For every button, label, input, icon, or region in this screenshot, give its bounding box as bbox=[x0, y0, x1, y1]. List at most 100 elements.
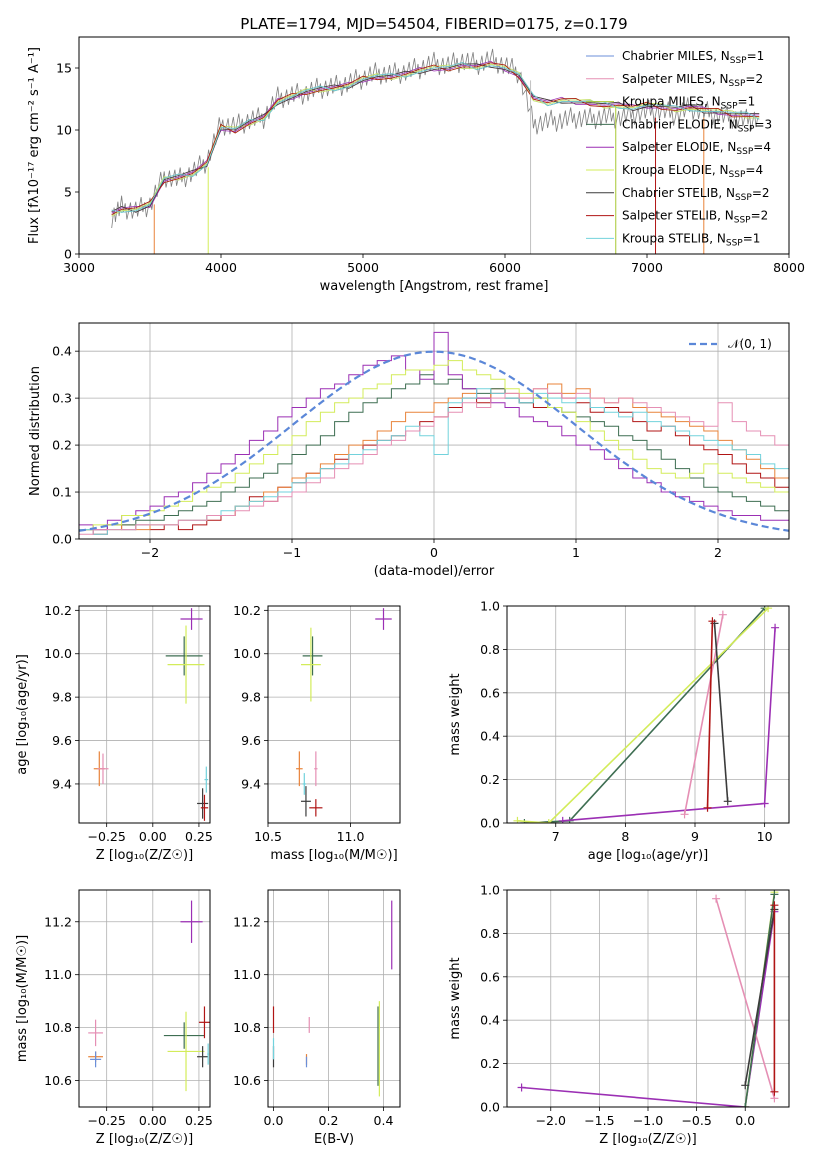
tick-label-x: 7000 bbox=[631, 260, 663, 275]
legend-nssp-value: =1 bbox=[743, 231, 761, 245]
legend-subscript: SSP bbox=[729, 170, 746, 180]
tick-label-y: 9.8 bbox=[52, 690, 72, 705]
axes-frame bbox=[506, 605, 790, 824]
tick-label-y: 10.0 bbox=[233, 646, 261, 661]
tick-label-y: 0.0 bbox=[480, 816, 500, 831]
x-axis-label: Z [log₁₀(Z/Z☉)] bbox=[599, 1132, 696, 1147]
y-axis-label: mass weight bbox=[448, 957, 463, 1039]
mass-weight-marker bbox=[544, 819, 553, 823]
legend-nssp-value: =2 bbox=[752, 186, 770, 200]
gaussian-legend-label: 𝒩(0, 1) bbox=[728, 337, 772, 351]
chart-age-vs-mass: 10.5 11.0 9.4 9.6 9.8 10.0 10.2 mass [log₁₀(M/M… bbox=[233, 603, 401, 863]
mass-weight-marker bbox=[770, 890, 779, 899]
chart-age-vs-Z: −0.25 0.00 0.25 9.4 9.6 9.8 10.0 10.2 Z [log₁₀(Z… bbox=[15, 603, 213, 863]
legend-model-name: Salpeter ELODIE, N bbox=[622, 140, 736, 154]
model-spectrum-line bbox=[111, 63, 760, 217]
tick-label-y: 10 bbox=[56, 123, 72, 138]
legend-subscript: SSP bbox=[734, 216, 751, 226]
mass-weight-marker bbox=[712, 894, 721, 903]
axes-frame bbox=[78, 889, 211, 1108]
legend-model-name: Salpeter MILES, N bbox=[622, 72, 729, 86]
legend-model-name: Chabrier MILES, N bbox=[622, 49, 730, 63]
tick-label-x: 9 bbox=[691, 829, 699, 844]
legend-label: Salpeter ELODIE, NSSP=4 bbox=[622, 140, 771, 157]
mass-weight-line bbox=[715, 898, 776, 1099]
tick-label-y: 0.6 bbox=[480, 969, 500, 984]
mass-weight-line bbox=[744, 909, 776, 1086]
plots-layer: 3000 4000 5000 6000 7000 8000051015wavelength… bbox=[15, 36, 805, 1147]
mass-weight-marker bbox=[708, 617, 717, 626]
mass-weight-marker bbox=[718, 610, 727, 619]
tick-label-y: 10.8 bbox=[233, 1020, 261, 1035]
tick-label-x: 0.00 bbox=[139, 1113, 167, 1128]
tick-label-x: 0.0 bbox=[264, 1113, 284, 1128]
tick-label-y: 0.8 bbox=[480, 642, 500, 657]
axes-frame bbox=[506, 889, 790, 1108]
mass-weight-marker bbox=[513, 816, 522, 823]
tick-label-y: 11.0 bbox=[44, 967, 72, 982]
tick-label-y: 10.6 bbox=[44, 1073, 72, 1088]
mass-weight-line bbox=[521, 911, 776, 1107]
plot-area bbox=[111, 48, 760, 254]
tick-label-y: 0.8 bbox=[480, 926, 500, 941]
tick-label-x: 6000 bbox=[489, 260, 521, 275]
legend-nssp-value: =2 bbox=[751, 209, 769, 223]
tick-label-x: 0.0 bbox=[735, 1113, 755, 1128]
legend-nssp-value: =1 bbox=[738, 95, 756, 109]
legend-label: Kroupa MILES, NSSP=1 bbox=[622, 95, 755, 112]
y-axis-label: Normed distribution bbox=[28, 366, 43, 496]
x-axis-label: (data-model)/error bbox=[374, 564, 495, 579]
axes-frame bbox=[267, 889, 401, 1108]
x-axis-label: Z [log₁₀(Z/Z☉)] bbox=[96, 1132, 193, 1147]
tick-label-y: 0.1 bbox=[52, 485, 72, 500]
legend-label: Salpeter STELIB, NSSP=2 bbox=[622, 209, 768, 226]
legend-label: Kroupa ELODIE, NSSP=4 bbox=[622, 163, 763, 180]
mass-weight-marker bbox=[764, 606, 773, 613]
mass-weight-marker bbox=[741, 1081, 750, 1090]
legend-nssp-value: =4 bbox=[753, 140, 771, 154]
chart-mass-vs-Z: −0.25 0.00 0.25 10.6 10.8 11.0 11.2 Z [log₁₀(Z/… bbox=[15, 889, 213, 1147]
tick-label-y: 11.2 bbox=[233, 914, 261, 929]
tick-label-y: 0.4 bbox=[52, 344, 72, 359]
tick-label-x: 8 bbox=[621, 829, 629, 844]
tick-label-y: 9.4 bbox=[241, 776, 261, 791]
histogram-step bbox=[79, 388, 789, 535]
mass-weight-marker bbox=[771, 623, 780, 632]
legend-subscript: SSP bbox=[730, 56, 747, 66]
tick-label-y: 9.8 bbox=[241, 690, 261, 705]
mass-weight-marker bbox=[680, 810, 689, 819]
tick-label-x: −0.5 bbox=[681, 1113, 711, 1128]
mass-weight-marker bbox=[558, 816, 567, 823]
histogram-step bbox=[79, 374, 789, 531]
tick-label-x: 0.25 bbox=[185, 1113, 213, 1128]
legend-nssp-value: =4 bbox=[745, 163, 763, 177]
model-spectrum-line bbox=[111, 62, 760, 213]
tick-label-x: 0.4 bbox=[374, 1113, 394, 1128]
y-axis-label: Flux [fλ10⁻¹⁷ erg cm⁻² s⁻¹ A⁻¹] bbox=[27, 47, 42, 244]
y-axis-label: mass weight bbox=[448, 673, 463, 755]
tick-label-x: 3000 bbox=[63, 260, 95, 275]
tick-label-y: 0.0 bbox=[480, 1100, 500, 1115]
chart-mass-weight-vs-age: 7 8 9 10 0.0 0.2 0.4 0.6 0.8 1.0 age [log₁₀(age/yr… bbox=[448, 599, 790, 863]
tick-label-y: 0.0 bbox=[52, 532, 72, 547]
x-axis-label: Z [log₁₀(Z/Z☉)] bbox=[96, 848, 193, 863]
tick-label-y: 9.6 bbox=[52, 733, 72, 748]
tick-label-x: −1 bbox=[283, 545, 301, 560]
legend-model-name: Chabrier ELODIE, N bbox=[622, 117, 738, 131]
tick-label-x: 10.5 bbox=[254, 829, 282, 844]
tick-label-x: −0.25 bbox=[88, 1113, 126, 1128]
tick-label-y: 10.8 bbox=[44, 1020, 72, 1035]
plot-area bbox=[79, 331, 789, 535]
legend-label: Chabrier ELODIE, NSSP=3 bbox=[622, 117, 772, 134]
tick-label-y: 10.6 bbox=[233, 1073, 261, 1088]
tick-label-x: 4000 bbox=[205, 260, 237, 275]
tick-label-x: 8000 bbox=[773, 260, 805, 275]
legend-subscript: SSP bbox=[721, 102, 738, 112]
plot-area bbox=[517, 890, 779, 1107]
plot-area bbox=[93, 608, 209, 821]
chart-mass-weight-vs-Z: −2.0 −1.5 −1.0 −0.5 0.0 0.0 0.2 0.4 0.6 0.8 1.0 Z [… bbox=[448, 883, 790, 1147]
legend-nssp-value: =2 bbox=[745, 72, 763, 86]
tick-label-x: 0.2 bbox=[319, 1113, 339, 1128]
model-spectrum-line bbox=[111, 62, 760, 215]
